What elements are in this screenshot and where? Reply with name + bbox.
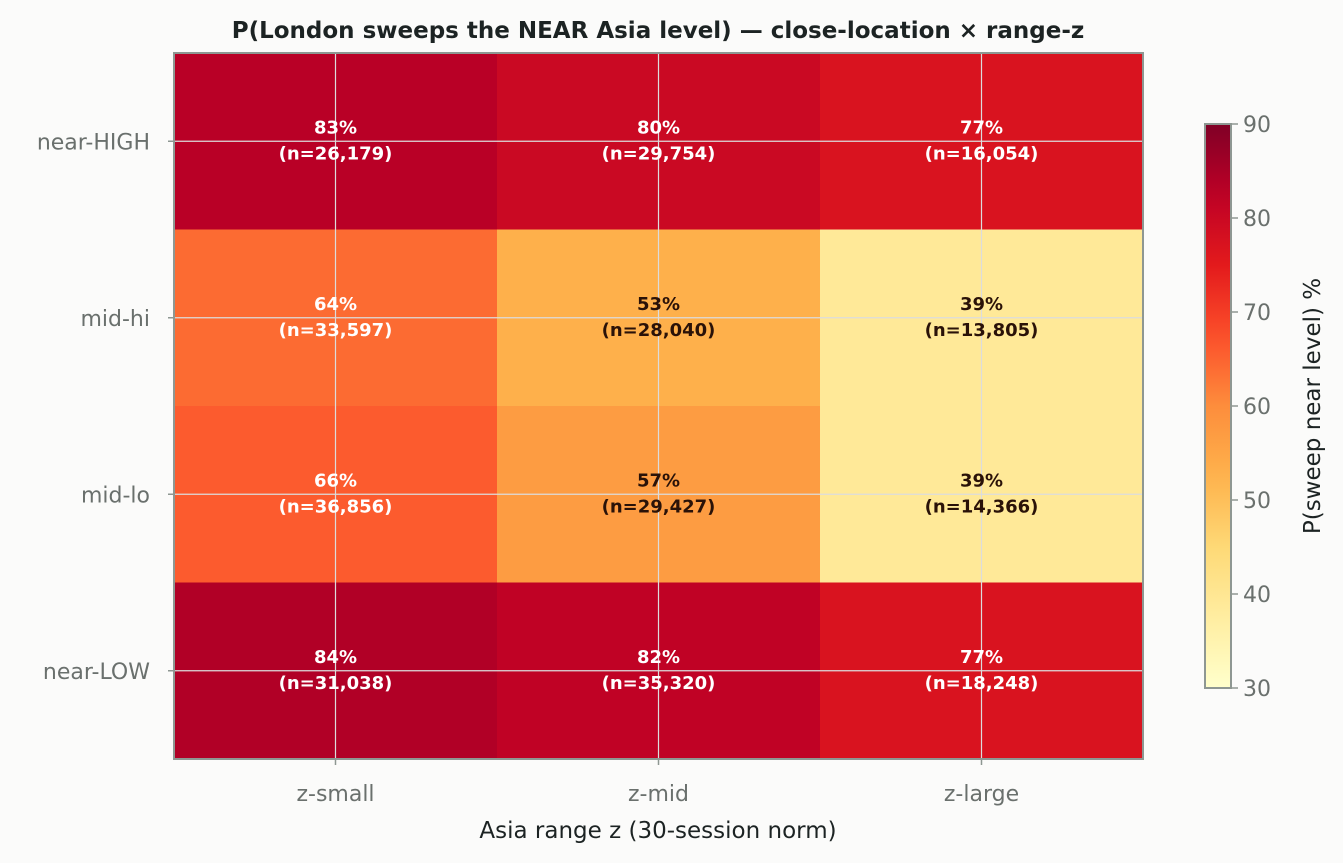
cell-percent-label: 57% xyxy=(637,470,680,491)
x-tick-label: z-small xyxy=(296,782,374,807)
colorbar-tick-label: 50 xyxy=(1243,489,1271,514)
cell-percent-label: 77% xyxy=(960,647,1003,668)
cell-count-label: (n=29,754) xyxy=(602,143,716,164)
cell-count-label: (n=26,179) xyxy=(279,143,393,164)
colorbar-tick-label: 30 xyxy=(1243,677,1271,702)
cell-percent-label: 39% xyxy=(960,294,1003,315)
colorbar-tick-label: 40 xyxy=(1243,583,1271,608)
cell-percent-label: 39% xyxy=(960,470,1003,491)
y-axis-ticks: near-HIGH mid-hi mid-lo near-LOW xyxy=(37,130,174,685)
y-tick-label: mid-hi xyxy=(80,307,150,332)
x-axis-label: Asia range z (30-session norm) xyxy=(479,818,836,844)
cell-count-label: (n=13,805) xyxy=(925,320,1039,341)
colorbar-tick-label: 90 xyxy=(1243,113,1271,138)
colorbar-tick-label: 80 xyxy=(1243,207,1271,232)
cell-labels: 83% (n=26,179) 80% (n=29,754) 77% (n=16,054) 6… xyxy=(279,117,1039,694)
cell-count-label: (n=14,366) xyxy=(925,496,1039,517)
x-axis-ticks: z-small z-mid z-large xyxy=(296,759,1019,807)
cell-percent-label: 77% xyxy=(960,117,1003,138)
y-tick-label: near-HIGH xyxy=(37,130,150,155)
cell-percent-label: 82% xyxy=(637,647,680,668)
grid-lines xyxy=(174,53,1143,759)
cell-count-label: (n=36,856) xyxy=(279,496,393,517)
cell-percent-label: 80% xyxy=(637,117,680,138)
cell-count-label: (n=28,040) xyxy=(602,320,716,341)
colorbar-label: P(sweep near level) % xyxy=(1300,278,1326,534)
colorbar-gradient xyxy=(1204,123,1232,689)
x-tick-label: z-large xyxy=(944,782,1019,807)
cell-count-label: (n=31,038) xyxy=(279,673,393,694)
colorbar-tick-label: 60 xyxy=(1243,395,1271,420)
cell-percent-label: 64% xyxy=(314,294,357,315)
cell-count-label: (n=29,427) xyxy=(602,496,716,517)
cell-percent-label: 83% xyxy=(314,117,357,138)
cell-percent-label: 53% xyxy=(637,294,680,315)
colorbar: 30 40 50 60 70 80 90 P(sweep near level) % xyxy=(1204,113,1326,702)
cell-count-label: (n=33,597) xyxy=(279,320,393,341)
cell-percent-label: 84% xyxy=(314,647,357,668)
cell-percent-label: 66% xyxy=(314,470,357,491)
colorbar-tick-label: 70 xyxy=(1243,301,1271,326)
x-tick-label: z-mid xyxy=(628,782,689,807)
y-tick-label: near-LOW xyxy=(43,660,150,685)
cell-count-label: (n=18,248) xyxy=(925,673,1039,694)
cell-count-label: (n=16,054) xyxy=(925,143,1039,164)
cell-count-label: (n=35,320) xyxy=(602,673,716,694)
y-tick-label: mid-lo xyxy=(81,483,150,508)
chart-title: P(London sweeps the NEAR Asia level) — c… xyxy=(232,18,1085,44)
